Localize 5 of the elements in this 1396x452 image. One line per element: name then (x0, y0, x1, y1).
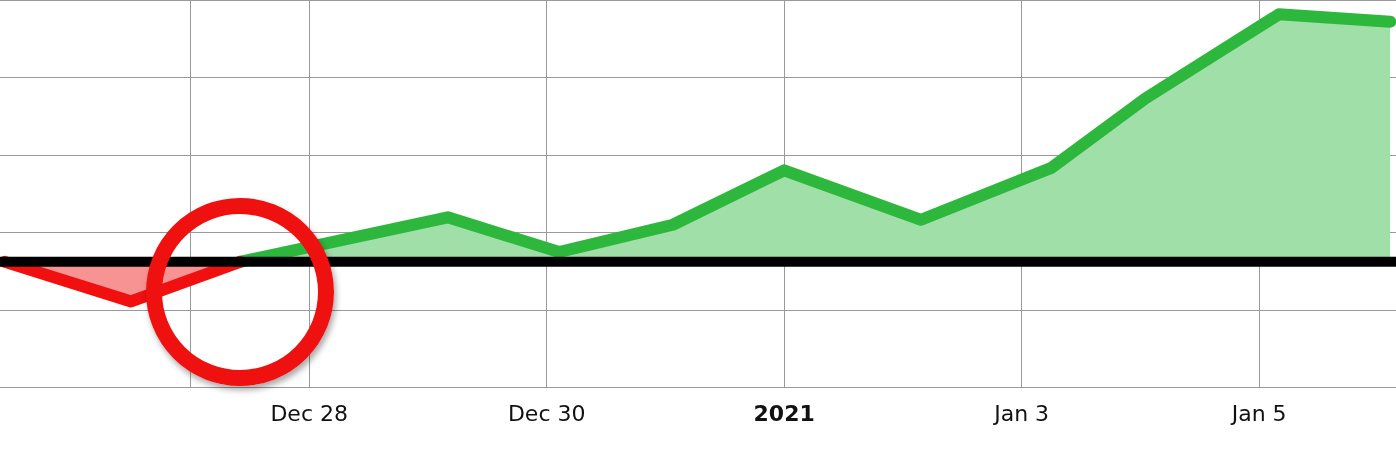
x-tick-label: Dec 28 (270, 400, 348, 426)
x-tick-label: Jan 3 (992, 400, 1050, 426)
x-tick-label: Dec 30 (507, 400, 586, 426)
x-tick-label: Jan 5 (1229, 400, 1287, 426)
x-tick-label: 2021 (753, 400, 815, 426)
